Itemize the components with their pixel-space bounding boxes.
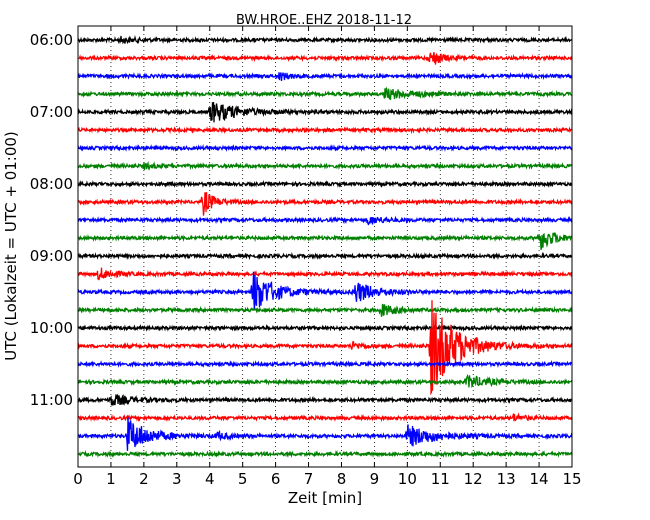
x-tick-label: 7 [304,470,314,488]
x-tick-label: 11 [431,470,450,488]
trace-1045 [77,373,573,389]
trace-0845 [77,231,573,250]
seismic-traces [77,35,573,458]
x-tick-label: 8 [337,470,347,488]
trace-1100 [77,393,573,406]
x-tick-label: 12 [464,470,483,488]
trace-0945 [78,303,573,317]
x-tick-label: 1 [106,470,116,488]
y-tick-label: 07:00 [30,103,73,121]
grid-lines [110,26,540,467]
y-tick-label: 09:00 [30,247,73,265]
trace-1145 [77,449,573,458]
trace-0715 [77,125,573,135]
trace-0730 [77,143,573,153]
chart-title: BW.HROE..EHZ 2018-11-12 [236,13,412,28]
axis-ticks: 0 1 2 3 4 5 6 7 8 9 10 11 12 13 14 1506:0007:0008:0009:… [30,26,582,488]
y-tick-label: 10:00 [30,319,73,337]
x-tick-label: 4 [205,470,215,488]
x-axis-label: Zeit [min] [288,489,362,507]
x-tick-label: 6 [271,470,281,488]
trace-1030 [77,359,573,369]
x-tick-label: 10 [398,470,417,488]
x-tick-label: 5 [238,470,248,488]
trace-0915 [77,267,573,281]
trace-0645 [77,86,573,100]
trace-0900 [77,251,573,261]
trace-0830 [77,215,573,226]
trace-1015 [77,300,573,396]
trace-0800 [77,179,573,189]
trace-0600 [77,35,573,45]
trace-0630 [77,71,573,81]
y-tick-label: 08:00 [30,175,73,193]
trace-1130 [77,417,573,451]
x-tick-label: 3 [172,470,182,488]
x-tick-label: 0 [73,470,83,488]
x-tick-label: 15 [562,470,581,488]
x-tick-label: 14 [530,470,549,488]
trace-0615 [77,51,573,65]
trace-0745 [77,160,573,171]
y-tick-label: 06:00 [30,31,73,49]
x-tick-label: 9 [370,470,380,488]
x-tick-label: 2 [139,470,149,488]
trace-0815 [77,192,573,216]
y-axis-label: UTC (Lokalzeit = UTC + 01:00) [2,131,20,361]
trace-0700 [77,101,573,123]
trace-0930 [77,271,573,310]
trace-1115 [77,412,573,423]
y-tick-label: 11:00 [30,391,73,409]
trace-1000 [77,323,573,332]
x-tick-label: 13 [497,470,516,488]
plot-frame [77,25,573,468]
